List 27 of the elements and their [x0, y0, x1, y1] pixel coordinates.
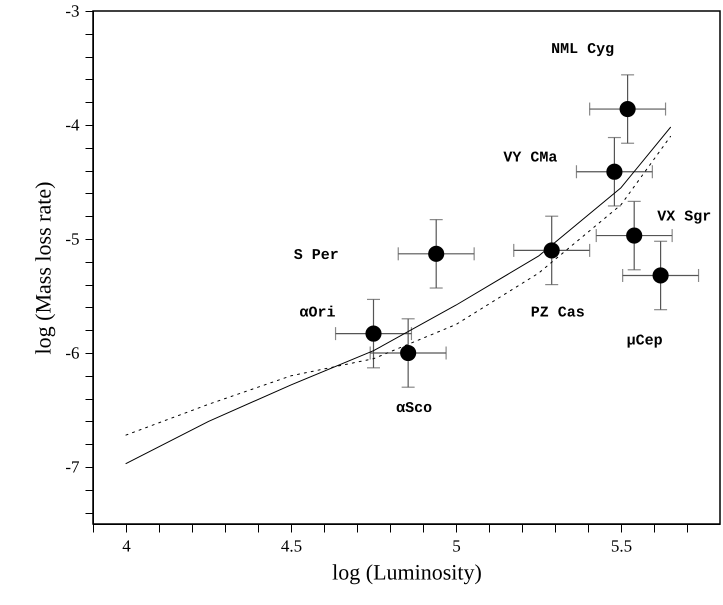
x-axis-title: log (Luminosity) [332, 560, 482, 584]
point [606, 164, 622, 180]
point [652, 267, 669, 284]
y-tick-label: -6 [65, 344, 80, 362]
x-tick-label: 5 [452, 536, 461, 556]
y-tick-label: -3 [65, 2, 80, 20]
annotation: VY CMa [503, 150, 558, 167]
y-tick-label: -4 [65, 116, 80, 134]
point [400, 344, 416, 362]
annotation: μCep [626, 332, 663, 350]
x-tick-label: 5.5 [610, 536, 632, 556]
point [626, 228, 642, 244]
point [428, 246, 444, 262]
annotation: VX Sgr [657, 208, 712, 226]
annotation: αSco [396, 400, 432, 417]
x-tick-label: 4.5 [280, 536, 302, 556]
point [620, 100, 636, 118]
annotation: NML Cyg [551, 41, 614, 58]
y-tick-label: -5 [65, 230, 80, 248]
annotation: αOri [299, 304, 336, 322]
x-tick-label: 4 [122, 536, 132, 556]
point [544, 242, 560, 258]
y-axis-title: log (Mass loss rate) [30, 182, 56, 354]
annotation: S Per [294, 246, 339, 264]
point [365, 326, 382, 342]
y-tick-label: -7 [65, 458, 80, 476]
annotation: PZ Cas [530, 304, 585, 322]
